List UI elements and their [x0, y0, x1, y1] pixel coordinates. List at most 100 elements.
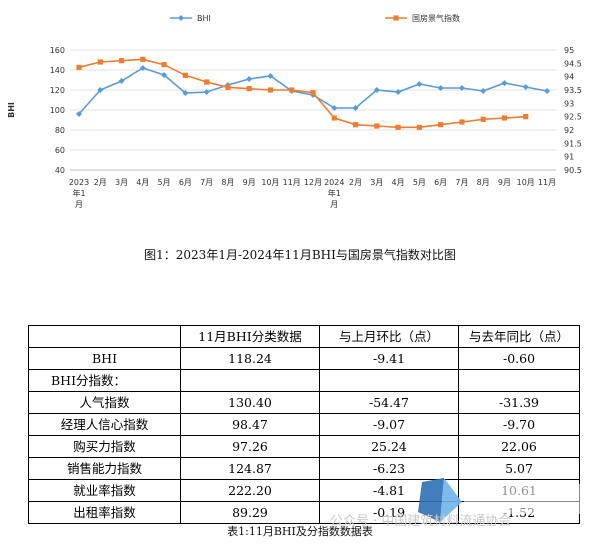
legend-marker: [178, 15, 184, 21]
y2-tick-label: 92.5: [564, 113, 582, 122]
data-point-bhi: [97, 87, 104, 93]
data-point-bhi: [501, 80, 508, 86]
y-tick-label: 160: [50, 46, 65, 55]
table-row: 购买力指数 97.26 25.24 22.06: [28, 435, 580, 458]
table-row-label: 就业率指数: [28, 479, 181, 502]
table-header-cell: 与上月环比（点）: [319, 325, 459, 348]
figure-caption: 图1：2023年1月-2024年11月BHI与国房景气指数对比图: [144, 248, 456, 262]
y2-tick-label: 92: [564, 126, 574, 135]
x-tick-label: 5月: [413, 178, 426, 187]
chart-legend: BHI 国房景气指数: [170, 13, 460, 23]
bhi-comparison-chart: 40 60 80 100 120 140 160 90.5 91 91.5 92 92.5 93 93.5…: [7, 13, 582, 209]
data-point-housing-index: [204, 79, 210, 85]
legend-marker: [393, 15, 399, 21]
table-row: 销售能力指数 124.87 -6.23 5.07: [28, 457, 580, 480]
table-cell: 25.24: [319, 435, 459, 458]
data-point-bhi: [161, 72, 168, 78]
x-tick-label: 8月: [221, 178, 234, 187]
table-cell: -9.41: [319, 347, 459, 370]
x-tick-label: 6月: [179, 178, 192, 187]
table-cell: 130.40: [180, 391, 320, 414]
data-point-housing-index: [352, 122, 359, 128]
y-axis-label: BHI: [7, 102, 16, 118]
y2-tick-label: 95: [564, 46, 574, 55]
table-cell: [319, 369, 459, 392]
y2-tick-label: 91: [564, 153, 574, 162]
table-cell: 89.29: [180, 501, 320, 524]
watermark-shape: [418, 478, 444, 522]
data-point-housing-index: [246, 86, 252, 92]
data-point-housing-index: [225, 84, 231, 90]
x-tick-label: 8月: [477, 178, 490, 187]
y-tick-label: 120: [50, 86, 65, 95]
x-tick-label: 2024: [324, 178, 344, 187]
legend-label: 国房景气指数: [412, 13, 460, 23]
table-row-label: 人气指数: [28, 391, 181, 414]
y-tick-label: 80: [55, 126, 65, 135]
table-cell: -9.70: [458, 413, 580, 436]
table-cell: 22.06: [458, 435, 580, 458]
data-point-bhi: [139, 65, 146, 71]
y-tick-label: 40: [55, 166, 65, 175]
y2-tick-label: 93.5: [564, 86, 582, 95]
bhi-data-table: 11月BHI分类数据 与上月环比（点） 与去年同比（点） BHI 118.24 -9…: [28, 325, 580, 524]
data-point-housing-index: [501, 115, 508, 121]
table-row-label: 经理人信心指数: [28, 413, 181, 436]
y2-tick-label: 93: [564, 99, 574, 108]
data-point-housing-index: [374, 123, 380, 129]
x-tick-label: 9月: [498, 178, 511, 187]
table-header-cell: 与去年同比（点）: [458, 325, 580, 348]
table-cell: -31.39: [458, 391, 580, 414]
data-point-housing-index: [161, 62, 167, 68]
table-cell: -54.47: [319, 391, 459, 414]
y-tick-label: 60: [55, 146, 65, 155]
x-tick-label: 月: [330, 200, 338, 209]
x-tick-label: 3月: [370, 178, 383, 187]
table-header-cell: [28, 325, 181, 348]
data-point-housing-index: [76, 64, 82, 70]
watermark-backdrop: [464, 484, 600, 514]
data-point-bhi: [182, 90, 189, 96]
data-point-housing-index: [416, 124, 422, 130]
x-tick-label: 2月: [94, 178, 107, 187]
x-tick-label: 年1: [328, 188, 341, 198]
table-row-label: 出租率指数: [28, 501, 181, 524]
table-row-label: 销售能力指数: [28, 457, 181, 480]
x-tick-label: 年1: [72, 188, 85, 198]
data-point-bhi: [203, 89, 210, 95]
x-tick-label: 7月: [455, 178, 468, 187]
x-tick-label: 月: [75, 200, 83, 209]
table-row: 人气指数 130.40 -54.47 -31.39: [28, 391, 580, 414]
x-tick-label: 9月: [243, 178, 256, 187]
x-tick-label: 10月: [261, 178, 279, 187]
table-cell: [180, 369, 320, 392]
data-point-bhi: [480, 88, 487, 94]
chart-series: [76, 56, 550, 130]
x-tick-label: 4月: [392, 178, 405, 187]
y2-tick-label: 94.5: [564, 59, 582, 68]
x-tick-label: 10月: [517, 178, 535, 187]
table-header-row: 11月BHI分类数据 与上月环比（点） 与去年同比（点）: [28, 325, 580, 348]
data-point-housing-index: [182, 72, 188, 78]
legend-label: BHI: [197, 14, 211, 23]
data-point-housing-index: [97, 59, 103, 65]
data-point-bhi: [352, 105, 359, 111]
y-tick-label: 140: [50, 66, 65, 75]
x-tick-label: 11月: [538, 178, 556, 187]
y-tick-label: 100: [50, 106, 65, 115]
y2-tick-label: 91.5: [564, 139, 582, 148]
y2-tick-label: 94: [564, 73, 574, 82]
x-tick-label: 12月: [304, 178, 322, 187]
data-point-housing-index: [523, 114, 529, 120]
table-row-label: BHI分指数：: [28, 369, 181, 392]
data-point-housing-index: [459, 119, 465, 125]
data-point-bhi: [522, 84, 529, 90]
series-line-housing-index: [78, 58, 526, 129]
watermark-shape: [440, 478, 462, 522]
data-point-bhi: [246, 76, 253, 82]
data-point-bhi: [76, 111, 82, 117]
table-cell: -9.07: [319, 413, 459, 436]
x-tick-label: 4月: [136, 178, 149, 187]
data-point-bhi: [458, 85, 465, 91]
table-cell: 124.87: [180, 457, 320, 480]
